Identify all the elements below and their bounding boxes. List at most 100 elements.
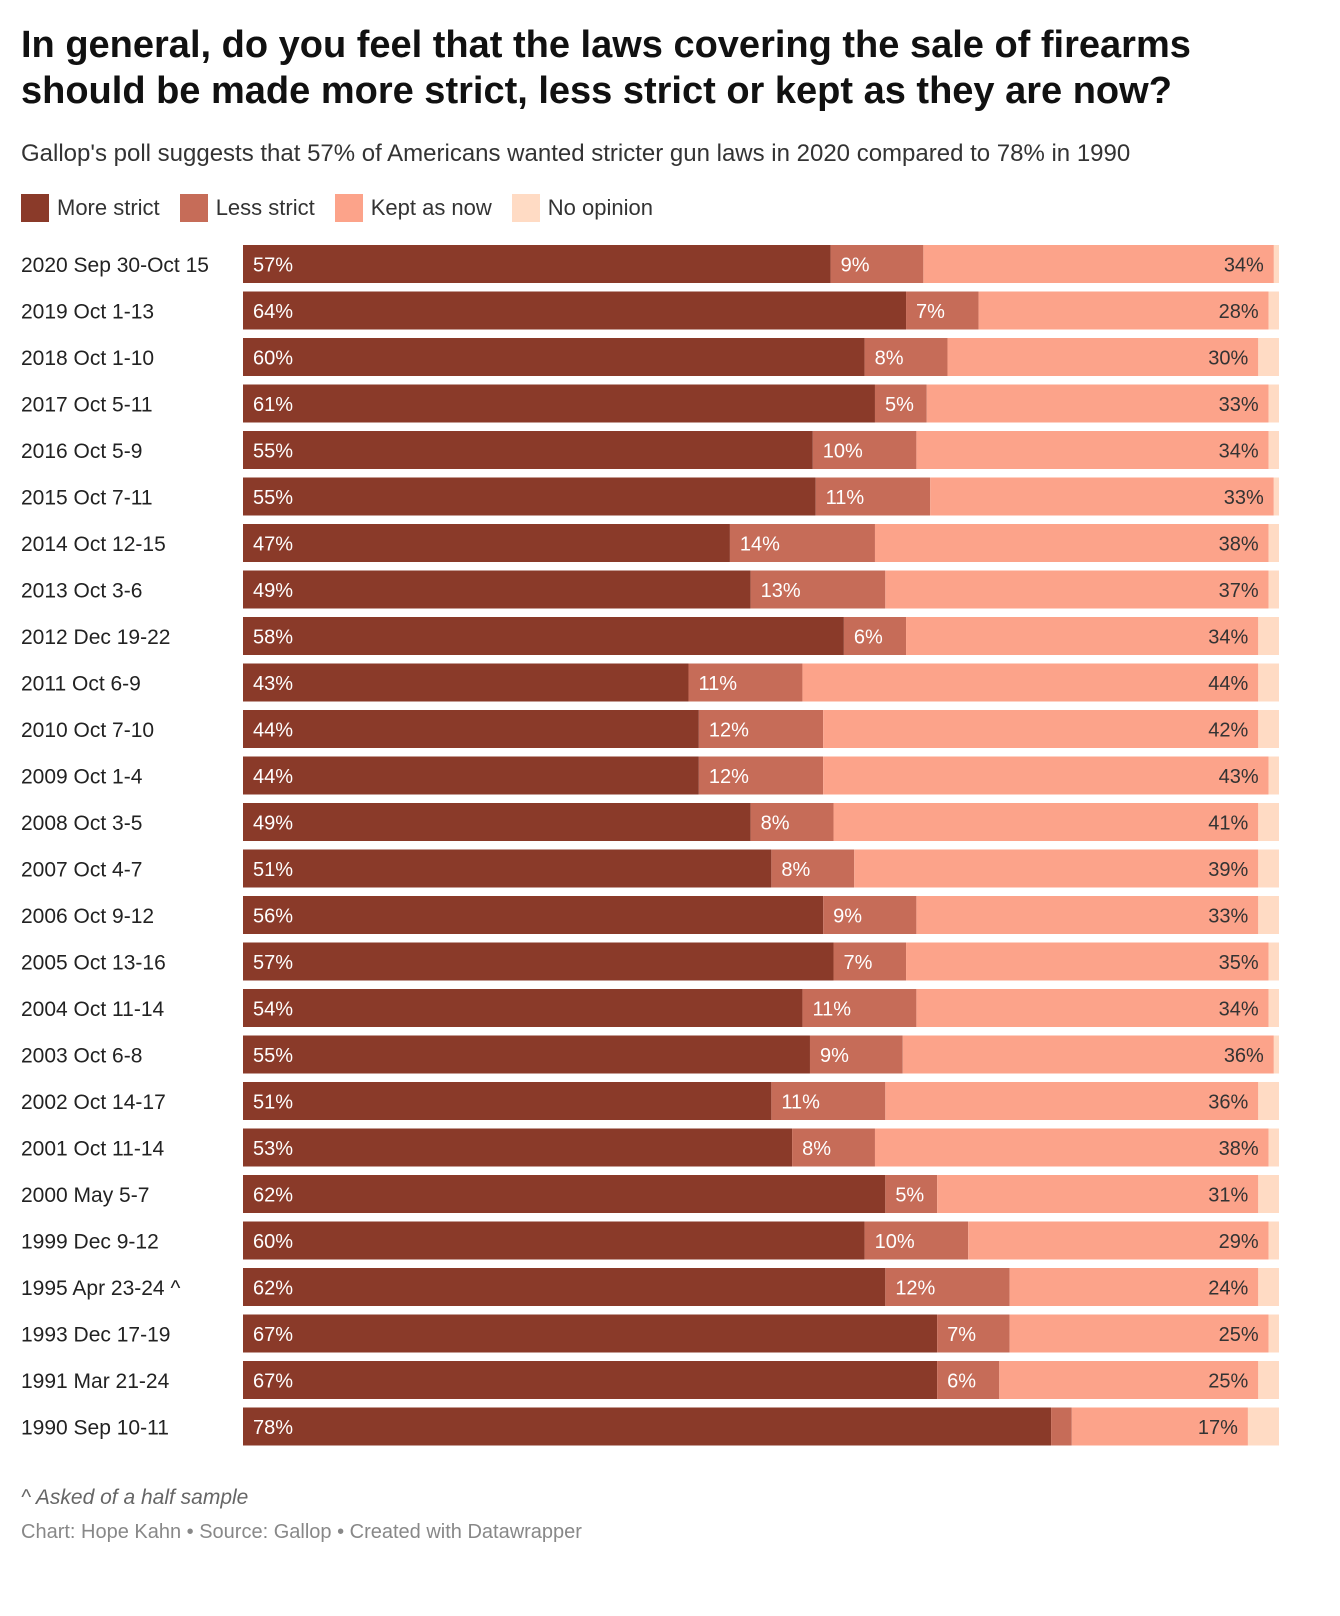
bar-segment-no-opinion (1258, 849, 1279, 888)
value-label-less-strict: 12% (709, 720, 749, 742)
legend-item-no-opinion: No opinion (511, 194, 653, 222)
bar-segment-less-strict (809, 1035, 903, 1074)
bar-segment-no-opinion (1273, 477, 1279, 516)
bar-segment-less-strict (750, 570, 886, 609)
legend-swatch-kept-as-now (334, 194, 363, 222)
bar-row: 2017 Oct 5-11 61% 5% 33% (21, 384, 1279, 423)
legend-label-less-strict: Less strict (215, 195, 315, 220)
stacked-bar-chart: 2020 Sep 30-Oct 15 57% 9% 34% 2019 Oct 1-13 6… (21, 245, 1279, 1446)
bar-segment-kept-as-now (1071, 1407, 1248, 1446)
value-label-more-strict: 51% (253, 1092, 293, 1114)
bar-segment-less-strict (830, 245, 924, 283)
bar-row: 2003 Oct 6-8 55% 9% 36% (21, 1035, 1279, 1074)
value-label-more-strict: 61% (253, 394, 293, 416)
value-label-less-strict: 12% (895, 1278, 935, 1300)
bar-segment-no-opinion (1258, 338, 1279, 376)
bar-segment-kept-as-now (885, 570, 1269, 609)
value-label-kept-as-now: 36% (1224, 1045, 1264, 1067)
bar-segment-more-strict (243, 477, 816, 516)
value-label-more-strict: 62% (253, 1278, 293, 1300)
legend-label-kept-as-now: Kept as now (370, 195, 492, 220)
bar-segment-kept-as-now (833, 803, 1259, 841)
category-label: 2017 Oct 5-11 (21, 394, 153, 417)
bar-segment-kept-as-now (902, 1035, 1274, 1074)
value-label-kept-as-now: 30% (1208, 348, 1248, 370)
bar-segment-less-strict (792, 1128, 875, 1167)
category-label: 1990 Sep 10-11 (21, 1417, 169, 1440)
bar-segment-less-strict (864, 1221, 969, 1260)
value-label-less-strict: 5% (895, 1185, 924, 1207)
bar-segment-kept-as-now (916, 431, 1269, 469)
bar-segment-no-opinion (1268, 1314, 1279, 1353)
value-label-less-strict: 8% (802, 1138, 831, 1160)
value-label-kept-as-now: 37% (1219, 580, 1259, 602)
bar-segment-no-opinion (1258, 710, 1279, 748)
value-label-more-strict: 55% (253, 441, 293, 463)
bar-segment-no-opinion (1268, 1221, 1279, 1260)
bar-segment-more-strict (243, 1221, 865, 1260)
value-label-more-strict: 58% (253, 627, 293, 649)
value-label-more-strict: 60% (253, 348, 293, 370)
bar-segment-kept-as-now (923, 245, 1274, 283)
value-label-more-strict: 57% (253, 255, 293, 277)
bar-segment-no-opinion (1268, 570, 1279, 609)
bar-segment-less-strict (771, 1082, 886, 1120)
bar-segment-less-strict (729, 524, 875, 562)
value-label-kept-as-now: 38% (1219, 534, 1259, 556)
bar-segment-kept-as-now (1009, 1314, 1269, 1353)
bar-segment-kept-as-now (930, 477, 1274, 516)
value-label-kept-as-now: 31% (1208, 1185, 1248, 1207)
bar-row: 2011 Oct 6-9 43% 11% 44% (21, 663, 1279, 702)
bar-row: 2018 Oct 1-10 60% 8% 30% (21, 338, 1279, 376)
bar-segment-less-strict (906, 291, 979, 330)
value-label-less-strict: 14% (740, 534, 780, 556)
legend-item-more-strict: More strict (21, 194, 160, 222)
bar-segment-more-strict (243, 570, 751, 609)
bar-segment-kept-as-now (916, 896, 1259, 934)
value-label-more-strict: 49% (253, 580, 293, 602)
bar-segment-no-opinion (1258, 663, 1279, 702)
category-label: 2012 Dec 19-22 (21, 626, 170, 649)
legend-swatch-no-opinion (511, 194, 540, 222)
value-label-less-strict: 7% (916, 301, 945, 323)
bar-segment-more-strict (243, 663, 689, 702)
bar-segment-less-strict (698, 756, 824, 795)
value-label-more-strict: 62% (253, 1185, 293, 1207)
value-label-less-strict: 12% (709, 766, 749, 788)
category-label: 2005 Oct 13-16 (21, 952, 166, 975)
bar-segment-kept-as-now (885, 1082, 1259, 1120)
category-label: 2011 Oct 6-9 (21, 673, 141, 696)
legend: More strict Less strict Kept as now No o… (21, 193, 673, 223)
category-label: 1993 Dec 17-19 (21, 1324, 170, 1347)
category-label: 2018 Oct 1-10 (21, 347, 154, 370)
bar-segment-kept-as-now (906, 617, 1259, 655)
bar-row: 1999 Dec 9-12 60% 10% 29% (21, 1221, 1279, 1260)
value-label-kept-as-now: 34% (1208, 627, 1248, 649)
bar-segment-more-strict (243, 1175, 886, 1213)
bar-segment-kept-as-now (906, 942, 1269, 981)
legend-label-no-opinion: No opinion (547, 195, 653, 220)
value-label-less-strict: 6% (947, 1371, 976, 1393)
bar-row: 1990 Sep 10-11 78% 17% (21, 1407, 1279, 1446)
bar-segment-kept-as-now (947, 338, 1259, 376)
bar-segment-more-strict (243, 803, 751, 841)
bar-segment-no-opinion (1258, 1268, 1279, 1306)
bar-segment-kept-as-now (854, 849, 1259, 888)
bar-segment-less-strict (823, 896, 917, 934)
value-label-more-strict: 43% (253, 673, 293, 695)
bar-segment-no-opinion (1268, 756, 1279, 795)
value-label-less-strict: 11% (781, 1092, 820, 1114)
bar-segment-kept-as-now (874, 1128, 1269, 1167)
value-label-kept-as-now: 42% (1208, 720, 1248, 742)
category-label: 1995 Apr 23-24 ^ (21, 1277, 180, 1300)
category-label: 2020 Sep 30-Oct 15 (21, 254, 209, 277)
legend-item-kept-as-now: Kept as now (334, 194, 492, 222)
chart-subtitle: Gallop's poll suggests that 57% of Ameri… (21, 140, 1131, 167)
bar-row: 1991 Mar 21-24 67% 6% 25% (21, 1361, 1279, 1399)
value-label-more-strict: 67% (253, 1371, 293, 1393)
value-label-more-strict: 49% (253, 813, 293, 835)
category-label: 2016 Oct 5-9 (21, 440, 142, 463)
value-label-kept-as-now: 33% (1224, 487, 1264, 509)
value-label-kept-as-now: 25% (1208, 1371, 1248, 1393)
value-label-kept-as-now: 17% (1198, 1417, 1238, 1439)
